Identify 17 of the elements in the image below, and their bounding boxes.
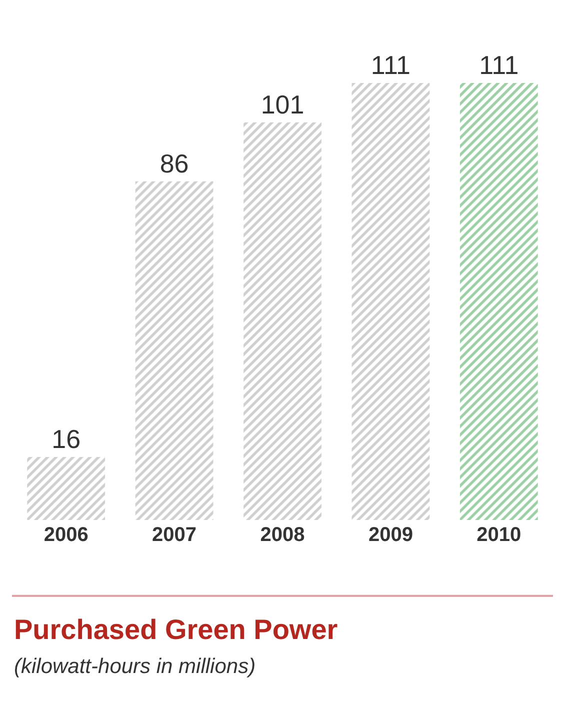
- data-label: 101: [260, 89, 304, 120]
- bar: [135, 181, 214, 520]
- data-label: 111: [479, 50, 519, 80]
- x-tick-label: 2007: [152, 524, 197, 546]
- bar: [352, 83, 430, 520]
- x-tick-label: 2006: [44, 524, 88, 546]
- bar: [244, 122, 322, 520]
- x-tick-label: 2010: [476, 524, 522, 546]
- x-tick-label: 2008: [260, 524, 305, 546]
- text: Purchased Green Power: [14, 614, 338, 645]
- bar: [27, 457, 106, 520]
- data-label: 86: [160, 148, 189, 178]
- text: (kilowatt-hours in millions): [14, 655, 256, 678]
- bar: [460, 83, 538, 520]
- data-label: 16: [52, 424, 81, 454]
- x-tick-label: 2009: [368, 524, 413, 546]
- data-label: 111: [370, 50, 410, 80]
